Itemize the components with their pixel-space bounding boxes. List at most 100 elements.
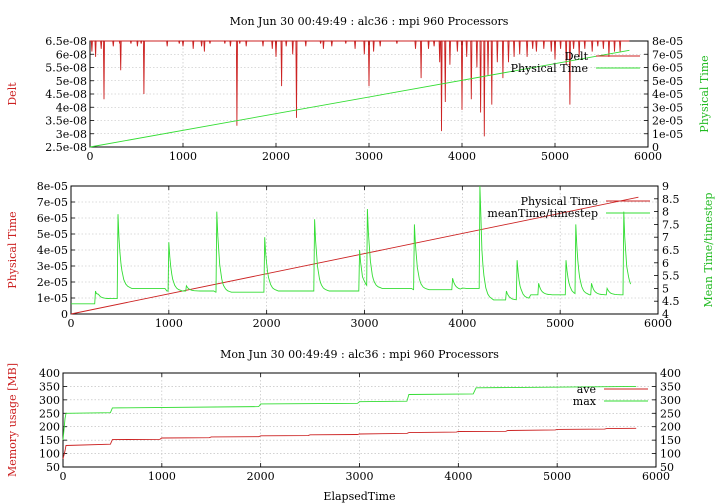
x-axis-ticks: 0 1000 2000 3000 4000 5000 6000 <box>60 373 670 483</box>
x-tick-label: 4000 <box>444 470 472 483</box>
left-y-tick-label: 300 <box>39 394 60 407</box>
x-tick-label: 2000 <box>253 317 281 330</box>
left-y-tick-label: 5e-05 <box>37 228 68 241</box>
right-y-tick-label: 7e-05 <box>652 48 683 61</box>
panel-memory-usage: Mon Jun 30 00:49:49 : alc36 : mpi 960 Pr… <box>6 348 681 503</box>
right-y-tick-label: 9 <box>662 180 669 193</box>
right-y-tick-label: 4 <box>662 308 669 321</box>
left-y-tick-label: 8e-05 <box>37 180 68 193</box>
x-tick-label: 0 <box>87 150 94 163</box>
x-tick-label: 5000 <box>541 150 569 163</box>
x-tick-label: 1000 <box>169 150 197 163</box>
x-tick-label: 0 <box>60 470 67 483</box>
right-y-tick-label: 350 <box>660 380 681 393</box>
right-y-tick-label: 200 <box>660 421 681 434</box>
right-y-axis-label: Mean Time/timestep <box>702 193 715 308</box>
right-y-tick-label: 6e-05 <box>652 62 683 75</box>
left-y-axis-ticks: 2.5e-083e-083.5e-084e-084.5e-085e-085.5e… <box>45 35 94 154</box>
x-tick-label: 4000 <box>448 150 476 163</box>
x-tick-label: 6000 <box>634 150 662 163</box>
right-y-tick-label: 7 <box>662 231 669 244</box>
left-y-tick-label: 4e-08 <box>56 101 87 114</box>
left-y-tick-label: 7e-05 <box>37 196 68 209</box>
right-y-axis-ticks: 01e-052e-053e-054e-055e-056e-057e-058e-0… <box>644 35 683 154</box>
series-line-physical-time <box>89 49 630 148</box>
left-y-tick-label: 50 <box>46 461 60 474</box>
left-y-tick-label: 2.5e-08 <box>45 141 87 154</box>
right-y-tick-label: 100 <box>660 448 681 461</box>
right-y-tick-label: 5 <box>662 282 669 295</box>
legend: ave max <box>573 383 648 408</box>
legend: Physical Time meanTime/timestep <box>487 195 650 220</box>
right-y-tick-label: 400 <box>660 367 681 380</box>
left-y-tick-label: 3e-08 <box>56 128 87 141</box>
right-y-tick-label: 8 <box>662 206 669 219</box>
left-y-axis-ticks: 0 1e-05 2e-05 3e-05 4e-05 5e-05 6e-05 7e-05 8e-0… <box>37 180 75 321</box>
x-tick-label: 0 <box>68 317 75 330</box>
right-y-tick-label: 1e-05 <box>652 128 683 141</box>
right-y-tick-label: 3e-05 <box>652 101 683 114</box>
x-tick-label: 5000 <box>546 317 574 330</box>
right-y-tick-label: 250 <box>660 407 681 420</box>
left-y-tick-label: 250 <box>39 407 60 420</box>
right-y-tick-label: 2e-05 <box>652 115 683 128</box>
left-y-tick-label: 6.5e-08 <box>45 35 87 48</box>
right-y-axis-label: Physical Time <box>698 55 711 132</box>
right-y-tick-label: 8.5 <box>662 193 680 206</box>
left-y-axis-label: Physical Time <box>6 211 19 288</box>
left-y-tick-label: 5.5e-08 <box>45 62 87 75</box>
right-y-tick-label: 6 <box>662 257 669 270</box>
left-y-tick-label: 4e-05 <box>37 244 68 257</box>
left-y-tick-label: 1e-05 <box>37 292 68 305</box>
legend-label-mean-time-timestep: meanTime/timestep <box>487 207 598 220</box>
panel-delt-physical-time: Mon Jun 30 00:49:49 : alc36 : mpi 960 Pr… <box>6 15 711 163</box>
right-y-tick-label: 7.5 <box>662 218 680 231</box>
legend-label-delt: Delt <box>565 50 589 63</box>
series-group <box>62 385 637 460</box>
legend-label-physical-time: Physical Time <box>511 62 588 75</box>
left-y-tick-label: 2e-05 <box>37 276 68 289</box>
legend-label-ave: ave <box>577 383 596 396</box>
right-y-tick-label: 6.5 <box>662 244 680 257</box>
left-y-tick-label: 100 <box>39 448 60 461</box>
right-y-tick-label: 8e-05 <box>652 35 683 48</box>
right-y-tick-label: 0 <box>652 141 659 154</box>
series-line-meantime-timestep <box>71 185 632 305</box>
left-y-tick-label: 0 <box>61 308 68 321</box>
x-tick-label: 3000 <box>346 470 374 483</box>
x-tick-label: 3000 <box>351 317 379 330</box>
left-y-axis-label: Delt <box>6 82 19 106</box>
series-group <box>89 40 630 148</box>
x-tick-label: 6000 <box>642 470 670 483</box>
legend: Delt Physical Time <box>511 50 640 75</box>
left-y-tick-label: 6e-05 <box>37 212 68 225</box>
right-y-tick-label: 50 <box>660 461 674 474</box>
left-y-tick-label: 3e-05 <box>37 260 68 273</box>
right-y-tick-label: 5e-05 <box>652 75 683 88</box>
x-axis-ticks: 0 1000 2000 3000 4000 5000 6000 <box>68 186 672 330</box>
right-y-tick-label: 150 <box>660 434 681 447</box>
x-tick-label: 5000 <box>543 470 571 483</box>
left-y-tick-label: 150 <box>39 434 60 447</box>
x-tick-label: 2000 <box>262 150 290 163</box>
x-tick-label: 2000 <box>247 470 275 483</box>
series-line-physical-time <box>70 196 639 315</box>
legend-label-physical-time: Physical Time <box>521 195 598 208</box>
panel-physical-time-mean-timestep: 0 1000 2000 3000 4000 5000 6000 01e-052e-053e-… <box>6 180 715 330</box>
series-line-max <box>62 385 637 441</box>
left-y-tick-label: 200 <box>39 421 60 434</box>
legend-label-max: max <box>573 395 597 408</box>
chart-title: Mon Jun 30 00:49:49 : alc36 : mpi 960 Pr… <box>230 15 509 28</box>
x-tick-label: 6000 <box>644 317 672 330</box>
left-y-tick-label: 3.5e-08 <box>45 115 87 128</box>
right-y-tick-label: 5.5 <box>662 270 680 283</box>
left-y-tick-label: 350 <box>39 380 60 393</box>
right-y-tick-label: 300 <box>660 394 681 407</box>
x-tick-label: 3000 <box>355 150 383 163</box>
left-y-tick-label: 5e-08 <box>56 75 87 88</box>
series-line-ave <box>62 427 637 460</box>
right-y-axis-ticks: 44.555.566.577.588.59 <box>654 180 680 321</box>
